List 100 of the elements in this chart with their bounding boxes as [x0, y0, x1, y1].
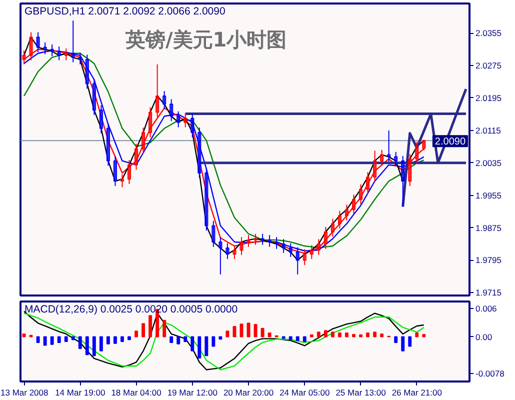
candlestick: [387, 130, 391, 162]
bar: [198, 336, 202, 358]
y-tick-label: 0.006: [476, 304, 498, 314]
candlestick: [352, 194, 356, 215]
candlestick: [330, 218, 334, 238]
y-tick-label: -0.0078: [476, 368, 505, 378]
bar: [162, 320, 166, 338]
candlestick: [127, 160, 132, 184]
x-tick-label: 26 Mar 21:00: [392, 388, 442, 398]
candlestick: [226, 242, 230, 260]
bar: [268, 332, 272, 338]
bar: [120, 336, 124, 342]
candlestick: [162, 90, 166, 110]
bar: [78, 336, 82, 350]
bar: [232, 326, 236, 338]
bar: [401, 336, 405, 352]
annotation: 英镑/美元1小时图: [124, 28, 287, 52]
bar: [134, 330, 138, 338]
candlestick: [218, 236, 222, 275]
x-tick-label: 20 Mar 20:00: [223, 388, 274, 398]
candlestick: [170, 98, 174, 122]
bar: [254, 324, 258, 338]
bar: [380, 333, 384, 338]
bar: [71, 336, 75, 340]
bar: [184, 336, 188, 342]
bar: [422, 334, 426, 338]
bar: [148, 315, 152, 338]
bar: [22, 333, 26, 338]
candlestick: [212, 220, 216, 248]
bar: [50, 336, 54, 345]
candlestick: [260, 233, 264, 246]
ref-line-label: 2.0090: [434, 136, 466, 148]
y-tick-label: 1.9715: [476, 288, 502, 298]
bar: [246, 322, 250, 338]
bar: [142, 323, 145, 338]
y-tick-label: 2.0035: [476, 158, 502, 168]
bar: [113, 336, 117, 344]
bar: [415, 332, 419, 338]
bar: [190, 336, 194, 352]
bar: [408, 336, 412, 347]
candlestick: [198, 127, 202, 178]
bar: [240, 324, 244, 338]
candlestick: [156, 64, 160, 118]
bar: [99, 336, 103, 352]
candlestick: [380, 149, 384, 166]
bar: [176, 336, 180, 344]
candlestick: [204, 168, 208, 232]
x-tick-label: 13 Mar 2008: [0, 388, 48, 398]
bar: [296, 336, 300, 342]
y-tick-label: 1.9875: [476, 222, 502, 233]
bar: [212, 336, 216, 347]
bar: [288, 336, 292, 340]
candlestick: [106, 123, 110, 166]
candlestick: [401, 155, 405, 208]
candlestick: [373, 150, 377, 182]
y-tick-label: 2.0195: [476, 92, 502, 103]
candlestick: [120, 174, 124, 188]
candlestick: [176, 110, 180, 128]
bar: [324, 330, 328, 338]
candlestick: [338, 210, 342, 230]
bar: [373, 332, 377, 338]
candlestick: [344, 204, 348, 221]
chart-title: MACD(12,26,9) 0.0025 0.0020 0.0005 0.0000: [24, 304, 238, 316]
bar: [260, 328, 264, 338]
bar: [85, 336, 89, 356]
candlestick: [85, 54, 89, 90]
candlestick: [78, 52, 82, 65]
bar: [128, 336, 131, 340]
y-tick-label: 2.0115: [476, 125, 502, 136]
candlestick: [408, 153, 412, 186]
candlestick: [92, 78, 96, 116]
bar: [345, 332, 348, 338]
candlestick: [99, 104, 103, 134]
candlestick: [184, 112, 188, 128]
x-tick-label: 24 Mar 05:00: [280, 388, 330, 398]
candlestick: [268, 234, 272, 248]
bar: [64, 336, 68, 342]
x-tick-label: 18 Mar 04:00: [111, 388, 162, 398]
bar: [36, 336, 40, 343]
candlestick: [142, 127, 146, 154]
bar: [92, 336, 96, 356]
candlestick: [190, 112, 194, 138]
bar: [302, 336, 306, 342]
candlestick: [246, 234, 250, 248]
bar: [204, 336, 208, 356]
x-tick-label: 14 Mar 19:00: [55, 388, 106, 398]
x-tick-label: 19 Mar 12:00: [167, 388, 218, 398]
candlestick: [324, 226, 328, 250]
candlestick: [358, 184, 363, 205]
bar: [226, 330, 230, 338]
y-tick-label: 1.9955: [476, 190, 502, 200]
bar: [218, 336, 222, 340]
bar: [352, 334, 356, 338]
y-tick-label: 0.00: [476, 332, 492, 342]
candlestick: [394, 151, 398, 166]
candlestick: [415, 141, 419, 164]
candlestick: [366, 172, 370, 195]
bar: [170, 336, 174, 343]
y-tick-label: 2.0355: [476, 28, 502, 38]
bar: [57, 336, 61, 343]
